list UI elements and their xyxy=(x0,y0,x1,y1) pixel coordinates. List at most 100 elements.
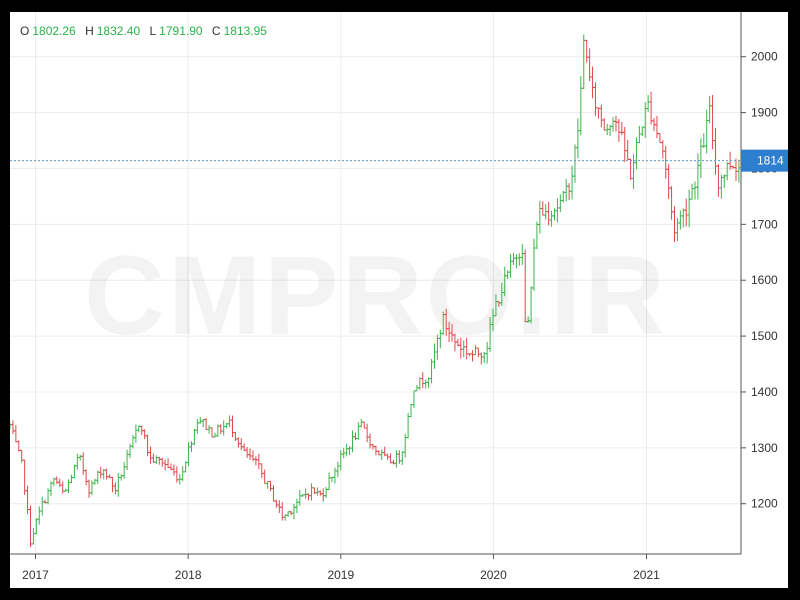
ohlc-bar xyxy=(388,453,393,464)
open-value: 1802.26 xyxy=(32,24,76,38)
ohlc-bar xyxy=(631,154,636,189)
ohlc-bar xyxy=(218,424,223,435)
ohlc-bar xyxy=(572,144,577,183)
ohlc-bar xyxy=(265,480,270,489)
close-label: C xyxy=(211,24,221,38)
ohlc-bar xyxy=(698,138,703,179)
ohlc-bar xyxy=(537,200,542,234)
y-tick-label: 1200 xyxy=(751,497,778,511)
ohlc-bar xyxy=(570,165,575,200)
ohlc-bar xyxy=(332,467,337,484)
ohlc-bar xyxy=(10,420,15,435)
ohlc-bar xyxy=(669,186,674,220)
ohlc-bar xyxy=(660,140,665,159)
x-tick-label: 2019 xyxy=(327,568,354,582)
ohlc-bar xyxy=(92,478,97,485)
ohlc-bar xyxy=(692,181,697,200)
ohlc-bar xyxy=(713,128,718,175)
ohlc-bar xyxy=(596,107,601,119)
ohlc-bar xyxy=(628,158,633,180)
ohlc-bar xyxy=(75,453,80,470)
ohlc-bar xyxy=(710,94,715,150)
ohlc-bar xyxy=(429,358,434,384)
ohlc-bar xyxy=(649,91,654,125)
ohlc-bar xyxy=(420,372,425,389)
ohlc-bar xyxy=(546,201,551,226)
ohlc-bar xyxy=(87,479,92,498)
ohlc-bar xyxy=(233,431,238,441)
high-value: 1832.40 xyxy=(96,24,141,38)
ohlc-bar xyxy=(394,450,399,468)
chart-panel: CMPRO.IR 1200130014001500160017001800190… xyxy=(10,12,788,588)
ohlc-bar xyxy=(28,505,33,548)
y-tick-label: 1900 xyxy=(751,106,778,120)
ohlc-bar xyxy=(69,474,74,484)
ohlc-bar xyxy=(142,429,147,440)
ohlc-bar xyxy=(303,488,308,499)
ohlc-bar xyxy=(666,164,671,200)
ohlc-bar xyxy=(590,66,595,99)
watermark: CMPRO.IR xyxy=(84,233,668,358)
price-chart[interactable]: CMPRO.IR 1200130014001500160017001800190… xyxy=(10,12,788,588)
ohlc-bar xyxy=(417,377,422,390)
ohlc-bar xyxy=(581,34,586,90)
ohlc-bar xyxy=(268,480,273,492)
ohlc-bar xyxy=(84,469,89,486)
y-tick-label: 1300 xyxy=(751,441,778,455)
low-value: 1791.90 xyxy=(159,24,203,38)
ohlc-bar xyxy=(148,446,153,464)
ohlc-bar xyxy=(324,486,329,498)
ohlc-bar xyxy=(248,448,253,460)
x-axis: 2017 2018 2019 2020 2021 xyxy=(22,554,660,582)
ohlc-bar xyxy=(294,498,299,514)
ohlc-bar xyxy=(359,418,364,428)
ohlc-bar xyxy=(616,119,621,142)
ohlc-bar xyxy=(192,429,197,446)
ohlc-bar xyxy=(704,109,709,154)
ohlc-bar xyxy=(230,415,235,438)
ohlc-bar xyxy=(637,125,642,144)
ohlc-bar xyxy=(189,441,194,452)
y-tick-label: 1700 xyxy=(751,217,778,231)
ohlc-bar xyxy=(291,503,296,520)
last-price-box xyxy=(741,149,788,172)
ohlc-bar xyxy=(707,96,712,124)
x-tick-label: 2017 xyxy=(22,568,49,582)
ohlc-bar xyxy=(204,418,209,430)
grid xyxy=(10,12,741,554)
ohlc-bar xyxy=(619,122,624,136)
ohlc-bar xyxy=(640,126,645,137)
ohlc-bar xyxy=(280,502,285,521)
ohlc-bar xyxy=(98,466,103,479)
last-price-marker: 1814 xyxy=(741,149,788,172)
ohlc-bar xyxy=(212,432,217,438)
ohlc-bar xyxy=(151,453,156,463)
ohlc-bar xyxy=(253,456,258,466)
ohlc-bar xyxy=(40,496,45,516)
ohlc-bar xyxy=(564,178,569,202)
ohlc-bar xyxy=(584,39,589,63)
ohlc-bar xyxy=(239,438,244,451)
y-tick-label: 1600 xyxy=(751,273,778,287)
ohlc-bar xyxy=(684,198,689,227)
ohlc-bar xyxy=(622,126,627,162)
ohlc-bar xyxy=(353,432,358,441)
ohlc-bar xyxy=(365,423,370,443)
ohlc-bar xyxy=(236,437,241,448)
ohlc-bar xyxy=(113,482,118,495)
y-tick-label: 2000 xyxy=(751,50,778,64)
ohlc-bar xyxy=(186,442,191,467)
ohlc-bar xyxy=(663,145,668,179)
ohlc-bar xyxy=(575,118,580,159)
ohlc-bar xyxy=(221,420,226,436)
ohlc-bar xyxy=(722,174,727,189)
ohlc-bar xyxy=(613,115,618,132)
ohlc-bar xyxy=(145,434,150,457)
ohlc-bar xyxy=(690,183,695,200)
ohlc-bar xyxy=(657,132,662,144)
ohlc-bar xyxy=(201,418,206,428)
ohlc-bar xyxy=(81,452,86,475)
ohlc-bar xyxy=(116,473,121,497)
ohlc-bar xyxy=(593,82,598,116)
x-tick-label: 2020 xyxy=(480,568,507,582)
